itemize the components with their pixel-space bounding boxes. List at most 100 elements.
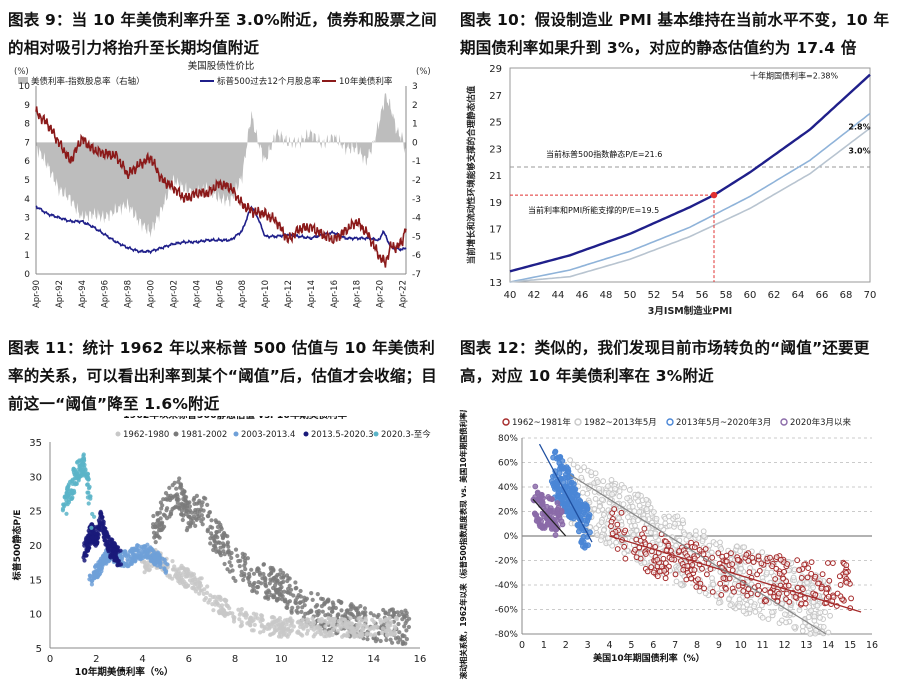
- scatter-point: [693, 584, 700, 590]
- scatter-point: [755, 553, 762, 560]
- scatter-point: [335, 628, 341, 633]
- scatter-point: [286, 575, 291, 581]
- scatter-point: [693, 532, 699, 538]
- scatter-point: [781, 568, 788, 575]
- scatter-point: [539, 501, 546, 508]
- scatter-point: [702, 546, 709, 552]
- scatter-point: [609, 491, 615, 498]
- scatter-point: [162, 513, 167, 518]
- scatter-point: [357, 616, 362, 621]
- scatter-point: [556, 460, 563, 466]
- scatter-point: [157, 561, 162, 567]
- panel-title: 图表 9：当 10 年美债利率升至 3.0%附近，债券和股票之间的相对吸引力将抬…: [8, 11, 437, 57]
- x-tick-label: 44: [552, 290, 565, 301]
- scatter-point: [144, 554, 149, 559]
- scatter-point: [115, 563, 120, 568]
- scatter-point: [626, 487, 633, 493]
- scatter-point: [193, 523, 198, 528]
- scatter-point: [183, 511, 188, 516]
- scatter-point: [243, 615, 248, 620]
- scatter-point: [90, 511, 95, 517]
- scatter-point: [238, 610, 243, 615]
- scatter-point: [746, 569, 753, 576]
- scatter-point: [225, 550, 230, 555]
- x-axis-title: 美国10年期国债利率（%）: [593, 652, 705, 664]
- scatter-point: [261, 629, 266, 634]
- chart12-plot: 1962~1981年 1982~2013年5月 2013年5月~2020年3月 202…: [458, 410, 878, 680]
- scatter-point: [684, 563, 691, 569]
- scatter-point: [279, 580, 284, 585]
- scatter-point: [798, 600, 805, 607]
- x-tick-label: 70: [864, 290, 877, 301]
- panel-title: 图表 12：类似的，我们发现目前市场转负的“阈值”还要更高，对应 10 年美债利…: [460, 339, 870, 385]
- scatter-point: [296, 629, 301, 634]
- scatter-point: [85, 547, 91, 552]
- scatter-point: [648, 564, 655, 571]
- scatter-point: [677, 524, 684, 531]
- scatter-point: [113, 551, 118, 556]
- scatter-point: [584, 490, 591, 497]
- y-tick-label: 3: [24, 214, 30, 224]
- scatter-point: [243, 556, 248, 561]
- scatter-point: [329, 617, 334, 622]
- scatter-point: [192, 582, 197, 587]
- scatter-point: [827, 612, 834, 619]
- scatter-point: [222, 552, 227, 557]
- trend-line: [569, 474, 827, 635]
- scatter-point: [547, 505, 554, 511]
- scatter-point: [310, 616, 315, 621]
- scatter-point: [264, 584, 269, 589]
- scatter-point: [163, 497, 168, 502]
- scatter-point: [641, 525, 648, 532]
- scatter-point: [624, 495, 631, 502]
- scatter-point: [239, 620, 244, 625]
- scatter-point: [368, 632, 373, 637]
- scatter-point: [598, 519, 605, 526]
- scatter-point: [843, 562, 850, 569]
- scatter-point: [193, 516, 198, 521]
- scatter-point: [82, 558, 87, 563]
- scatter-point: [220, 611, 225, 616]
- trend-line: [532, 498, 567, 537]
- scatter-point: [221, 543, 226, 548]
- scatter-point: [663, 538, 669, 545]
- scatter-point: [400, 641, 405, 646]
- legend-marker: [303, 431, 309, 437]
- scatter-point: [744, 592, 751, 599]
- scatter-point: [89, 579, 94, 584]
- trend-line: [609, 535, 862, 613]
- scatter-point: [213, 534, 218, 539]
- scatter-point: [797, 580, 803, 587]
- scatter-point: [680, 566, 687, 573]
- x-tick-label: 54: [672, 290, 685, 301]
- y-tick-label: 9: [24, 101, 30, 111]
- y2-tick-label: 1: [412, 120, 418, 130]
- scatter-point: [153, 540, 158, 545]
- legend-label: 2020.3-至今: [381, 429, 431, 440]
- scatter-point: [298, 600, 303, 605]
- scatter-point: [251, 611, 256, 616]
- scatter-point: [371, 624, 376, 629]
- x-tick-label: Apr-92: [55, 280, 65, 308]
- scatter-point: [609, 530, 616, 537]
- scatter-point: [285, 619, 290, 624]
- scatter-point: [608, 518, 615, 525]
- scatter-point: [323, 618, 328, 624]
- x-tick-label: 64: [792, 290, 805, 301]
- scatter-point: [267, 622, 272, 628]
- scatter-point: [81, 452, 86, 457]
- scatter-point: [552, 532, 559, 538]
- x-tick-label: 11: [757, 640, 769, 651]
- scatter-point: [691, 555, 698, 562]
- scatter-point: [378, 638, 383, 644]
- scatter-point: [255, 568, 260, 574]
- scatter-point: [696, 547, 703, 553]
- scatter-point: [323, 624, 328, 629]
- x-tick-label: 14: [822, 640, 834, 651]
- scatter-point: [392, 629, 397, 635]
- scatter-point: [406, 624, 411, 630]
- scatter-point: [327, 630, 332, 635]
- scatter-point: [84, 553, 89, 558]
- scatter-point: [197, 580, 203, 585]
- scatter-point: [805, 565, 812, 572]
